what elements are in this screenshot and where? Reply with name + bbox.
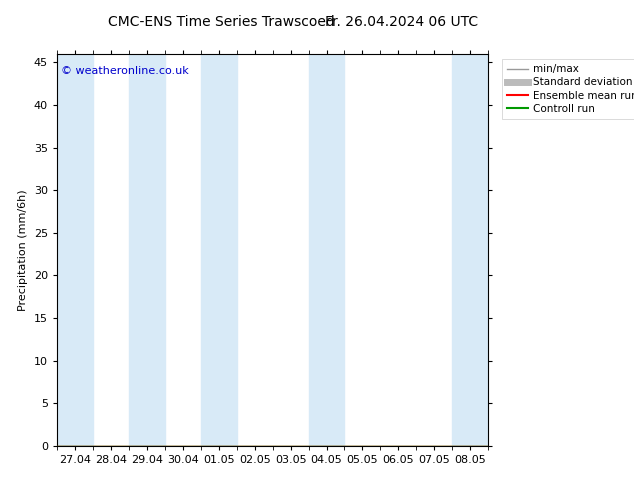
Text: CMC-ENS Time Series Trawscoed: CMC-ENS Time Series Trawscoed [108,15,334,29]
Bar [452,54,488,446]
Y-axis label: Precipitation (mm/6h): Precipitation (mm/6h) [18,189,29,311]
Text: Fr. 26.04.2024 06 UTC: Fr. 26.04.2024 06 UTC [325,15,479,29]
Bar [129,54,165,446]
Bar [309,54,344,446]
Bar [57,54,93,446]
Legend: min/max, Standard deviation, Ensemble mean run, Controll run: min/max, Standard deviation, Ensemble me… [502,59,634,119]
Bar [201,54,236,446]
Text: © weatheronline.co.uk: © weatheronline.co.uk [61,66,189,75]
